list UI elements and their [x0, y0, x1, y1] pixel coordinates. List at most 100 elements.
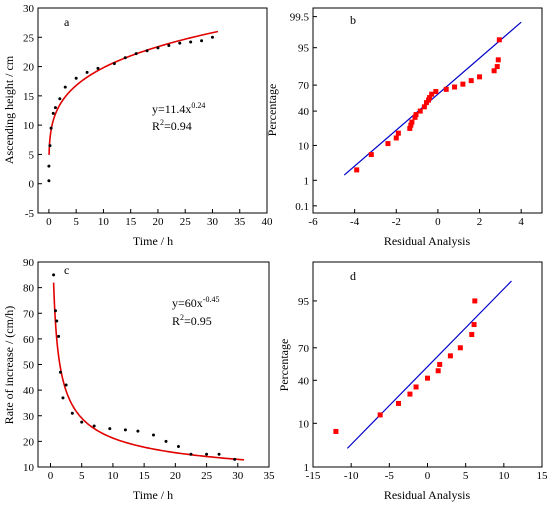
y-tick-label: 10	[23, 462, 35, 474]
data-point	[112, 62, 116, 66]
data-point	[70, 411, 74, 415]
data-point	[61, 396, 65, 400]
x-tick-label: 25	[180, 216, 192, 228]
y-tick-label: 60	[23, 334, 35, 346]
y-tick-label: 30	[23, 411, 35, 423]
data-point	[108, 427, 112, 431]
x-tick-label: 5	[79, 470, 85, 482]
data-point	[189, 40, 193, 44]
data-point	[58, 97, 62, 101]
data-point	[426, 97, 432, 103]
x-tick-label: 25	[201, 470, 213, 482]
data-point	[477, 74, 483, 80]
x-tick-label: 5	[73, 216, 79, 228]
y-tick-label: 0	[29, 179, 35, 191]
data-point	[377, 412, 383, 418]
data-point	[53, 309, 57, 313]
plot-frame-d	[312, 261, 543, 468]
y-tick-label: 80	[23, 283, 35, 295]
y-tick-label: 25	[23, 32, 35, 44]
x-tick-label: 20	[170, 470, 182, 482]
data-point	[393, 135, 399, 141]
x-tick-label: -4	[350, 216, 360, 228]
x-tick-label: 0	[46, 216, 52, 228]
x-axis-label-c: Time / h	[133, 488, 173, 502]
y-tick-label: 10	[298, 418, 310, 430]
panel-label-b: b	[350, 13, 356, 27]
data-point	[494, 64, 500, 70]
data-point	[471, 322, 477, 328]
y-tick-label: 10	[23, 120, 35, 132]
data-point	[408, 122, 414, 128]
reference-line	[346, 280, 512, 449]
x-tick-label: 30	[207, 216, 219, 228]
data-point	[51, 111, 55, 115]
data-point	[156, 46, 160, 50]
x-tick-label: -2	[392, 216, 401, 228]
data-point	[427, 95, 433, 101]
data-point	[452, 84, 458, 90]
x-tick-label: 40	[262, 216, 274, 228]
y-tick-label: 5	[29, 149, 35, 161]
x-tick-label: 15	[139, 470, 151, 482]
y-tick-label: 70	[23, 308, 35, 320]
x-axis-label-a: Time / h	[133, 234, 173, 248]
data-point	[52, 273, 56, 277]
fit-curve	[48, 30, 219, 155]
data-point	[469, 332, 475, 338]
data-point	[123, 56, 127, 60]
x-tick-label: 0	[48, 470, 54, 482]
data-point	[433, 89, 439, 95]
y-tick-label: 70	[298, 343, 310, 355]
y-tick-label: 90	[23, 257, 35, 269]
data-point	[437, 361, 443, 367]
y-axis-label-a: Ascending height / cm	[2, 55, 16, 164]
data-point	[460, 81, 466, 87]
y-tick-label: 1	[304, 175, 310, 187]
data-point	[435, 368, 441, 374]
data-point	[409, 119, 415, 125]
data-point	[47, 179, 51, 183]
data-point	[468, 78, 474, 84]
data-point	[491, 68, 497, 74]
x-tick-label: 30	[232, 470, 244, 482]
data-point	[417, 108, 423, 114]
plot-frame-b	[312, 7, 543, 214]
data-point	[58, 370, 62, 374]
y-tick-label: 40	[298, 106, 310, 118]
axes-a: 0 5 10 15 20 25 30 35 40 -5 0 5 10 15 20 25 30	[23, 3, 273, 228]
x-tick-label: 15	[125, 216, 137, 228]
y-tick-label: 95	[298, 43, 310, 55]
data-point	[447, 353, 453, 359]
data-point	[425, 375, 430, 381]
r-squared-a: R2=0.94	[152, 118, 192, 133]
data-point	[64, 383, 68, 387]
panel-a: 0 5 10 15 20 25 30 35 40 -5 0 5 10 15 20 25 30 a y=11.4x…	[2, 3, 273, 248]
y-axis-label-d: Percentage	[277, 339, 291, 392]
data-point	[217, 452, 221, 456]
data-point	[134, 52, 138, 56]
data-point	[49, 126, 53, 130]
data-point	[413, 112, 419, 118]
data-point	[429, 91, 435, 97]
x-tick-label: 2	[477, 216, 483, 228]
data-point	[92, 424, 96, 428]
data-point	[63, 85, 67, 89]
y-tick-label: 10	[298, 140, 310, 152]
axes-b: -6 -4 -2 0 2 4 0.1 1 10 40 70 95 99.5	[290, 12, 525, 228]
x-tick-label: -15	[306, 470, 321, 482]
data-point	[413, 384, 419, 390]
x-tick-label: 5	[463, 470, 469, 482]
y-tick-label: 99.5	[290, 12, 310, 24]
fit-curve	[52, 282, 245, 461]
data-point	[385, 141, 391, 147]
data-point	[423, 100, 429, 106]
x-tick-label: 4	[518, 216, 524, 228]
data-point	[167, 43, 171, 47]
data-point	[210, 35, 214, 39]
data-point	[395, 400, 401, 406]
y-tick-label: 20	[23, 62, 35, 74]
data-point	[85, 70, 89, 74]
x-tick-label: 0	[425, 470, 431, 482]
